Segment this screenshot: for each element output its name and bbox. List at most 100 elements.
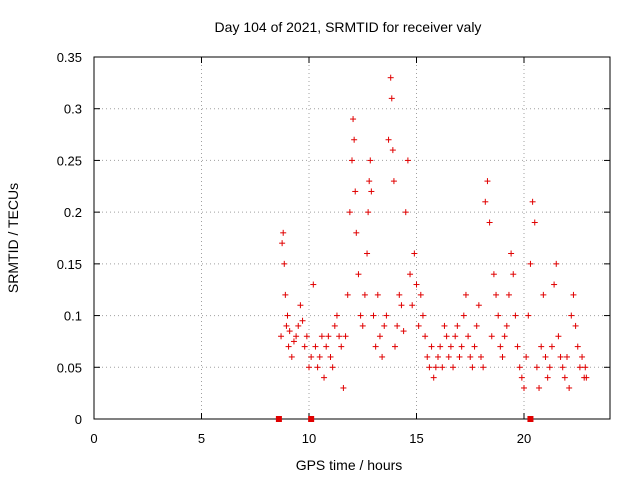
data-point (465, 333, 472, 340)
data-point (368, 188, 375, 195)
data-point (409, 302, 416, 309)
data-point (523, 353, 530, 360)
data-point (279, 240, 286, 247)
data-point (325, 333, 332, 340)
data-point (407, 271, 414, 278)
data-point (338, 343, 345, 350)
data-point (536, 384, 543, 391)
y-tick-label: 0.15 (57, 257, 82, 272)
data-point (471, 343, 478, 350)
data-point (394, 322, 401, 329)
data-point (432, 364, 439, 371)
data-point (404, 157, 411, 164)
data-point (445, 353, 452, 360)
data-point (308, 353, 315, 360)
data-point (521, 384, 527, 391)
data-point (351, 136, 358, 143)
data-point (323, 343, 330, 350)
data-point (402, 209, 409, 216)
data-point (318, 333, 325, 340)
data-point (583, 374, 590, 381)
data-point (570, 291, 577, 298)
data-point (582, 364, 589, 371)
data-point (574, 343, 581, 350)
data-point (361, 291, 368, 298)
data-point (473, 322, 480, 329)
data-point (456, 353, 463, 360)
data-point (437, 343, 444, 350)
data-point (544, 374, 551, 381)
data-point (372, 343, 379, 350)
data-point (364, 250, 371, 257)
data-point (454, 322, 461, 329)
x-tick-label: 15 (409, 431, 423, 446)
axis-highlight-marker (527, 416, 534, 422)
data-point (462, 291, 469, 298)
data-point (357, 312, 364, 319)
data-point (329, 364, 336, 371)
data-point (400, 328, 407, 335)
data-point (450, 364, 457, 371)
data-point (342, 333, 349, 340)
data-point (352, 188, 359, 195)
data-point (460, 312, 467, 319)
data-point (467, 353, 474, 360)
y-tick-label: 0.1 (64, 309, 82, 324)
data-point (518, 374, 525, 381)
y-tick-label: 0.35 (57, 50, 82, 65)
data-point (350, 116, 357, 123)
data-point (390, 178, 397, 185)
data-point (529, 198, 536, 205)
data-point (389, 147, 396, 154)
data-point (417, 291, 424, 298)
x-axis-label: GPS time / hours (296, 457, 403, 473)
data-point (480, 364, 487, 371)
y-tick-label: 0.05 (57, 360, 82, 375)
data-point (452, 333, 459, 340)
data-point (297, 302, 304, 309)
data-point (557, 353, 564, 360)
chart-title: Day 104 of 2021, SRMTID for receiver val… (215, 19, 482, 35)
data-point (379, 353, 386, 360)
data-point (505, 291, 512, 298)
data-point (340, 384, 347, 391)
data-point (499, 353, 506, 360)
data-point (548, 343, 555, 350)
data-point (367, 157, 374, 164)
plot-frame (93, 56, 611, 420)
data-point (365, 209, 372, 216)
data-point (426, 364, 433, 371)
data-point (516, 364, 523, 371)
data-point (283, 322, 290, 329)
data-point (385, 136, 392, 143)
grid-lines (94, 57, 610, 419)
data-point (355, 271, 362, 278)
data-point (566, 384, 573, 391)
data-point (327, 353, 334, 360)
data-point (306, 364, 312, 371)
y-axis-label: SRMTID / TECUs (5, 183, 21, 293)
data-point (286, 328, 293, 335)
data-point (321, 374, 328, 381)
data-point (525, 312, 532, 319)
data-point (559, 364, 566, 371)
data-point (413, 281, 420, 288)
data-point (458, 343, 465, 350)
data-point (497, 343, 504, 350)
data-point (488, 333, 495, 340)
data-point (564, 353, 570, 360)
data-point (392, 343, 398, 350)
data-point (349, 157, 355, 164)
x-tick-label: 10 (302, 431, 316, 446)
data-point (443, 333, 450, 340)
data-point (555, 333, 562, 340)
data-point (546, 364, 553, 371)
data-point (572, 322, 579, 329)
data-point (422, 333, 429, 340)
data-point (503, 322, 510, 329)
data-point (527, 260, 534, 267)
data-point (281, 260, 288, 267)
data-point (576, 364, 583, 371)
